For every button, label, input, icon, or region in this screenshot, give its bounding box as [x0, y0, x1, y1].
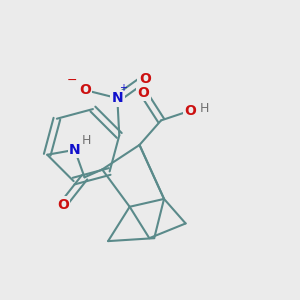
- Text: +: +: [119, 83, 127, 93]
- Text: O: O: [184, 103, 196, 118]
- Text: N: N: [112, 91, 123, 105]
- Text: O: O: [57, 198, 69, 212]
- Text: −: −: [67, 74, 77, 87]
- Text: O: O: [139, 71, 151, 85]
- Text: H: H: [82, 134, 91, 146]
- Text: N: N: [69, 143, 80, 157]
- Text: O: O: [79, 83, 91, 97]
- Text: O: O: [137, 86, 149, 100]
- Text: H: H: [200, 102, 209, 115]
